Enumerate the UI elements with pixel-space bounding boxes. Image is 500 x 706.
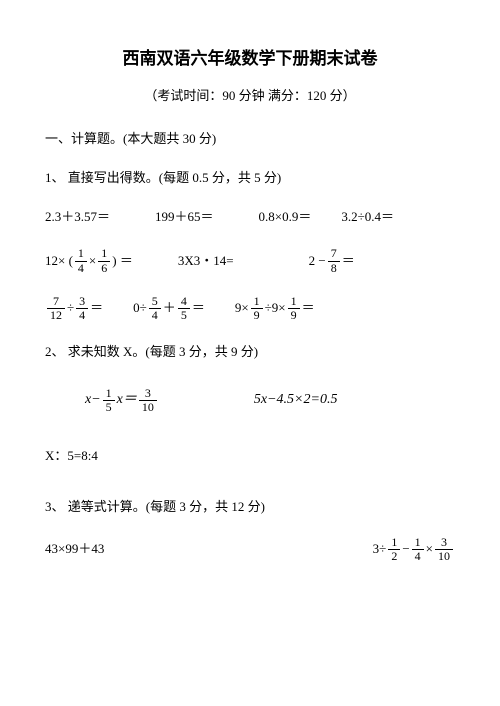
fraction-icon: 1 4 <box>412 536 424 563</box>
q1-r3-c-suffix: ＝ <box>302 298 315 319</box>
q1-r3-b-suffix: ＝ <box>192 298 205 319</box>
fraction-icon: 3 10 <box>435 536 453 563</box>
q1-r3-a-op: ÷ <box>67 298 74 319</box>
q1-r2-c-suffix: ＝ <box>342 251 355 272</box>
q1-r1-d: 3.2÷0.4＝ <box>341 207 394 228</box>
q1-r1-c: 0.8×0.9＝ <box>259 207 312 228</box>
q1-r1-a: 2.3＋3.57＝ <box>45 207 110 228</box>
q1-r2-suffix: ) ＝ <box>112 251 133 272</box>
q1-row3: 7 12 ÷ 3 4 ＝ 0÷ 5 4 ＋ 4 5 ＝ 9× 1 9 ÷9× 1… <box>45 295 455 322</box>
exam-subtitle: （考试时间：90 分钟 满分：120 分） <box>45 86 455 107</box>
q2-eq1-mid: x＝ <box>117 389 137 411</box>
fraction-icon: 1 9 <box>251 295 263 322</box>
q3-left: 43×99＋43 <box>45 539 104 560</box>
exam-title: 西南双语六年级数学下册期末试卷 <box>45 45 455 72</box>
q1-r3-b-op: ＋ <box>163 298 176 319</box>
q1-r3-c-prefix: 9× <box>235 298 249 319</box>
fraction-icon: 1 9 <box>288 295 300 322</box>
q2-header: 2、 求未知数 X。(每题 3 分，共 9 分) <box>45 342 455 363</box>
q1-r2-prefix: 12× ( <box>45 251 73 272</box>
fraction-icon: 1 6 <box>98 247 110 274</box>
q2-equations: x− 1 5 x＝ 3 10 5x−4.5×2=0.5 <box>85 387 455 414</box>
q3-row: 43×99＋43 3÷ 1 2 − 1 4 × 3 10 <box>45 536 455 563</box>
q1-r2-mid: × <box>89 251 96 272</box>
q1-r2-b: 3X3・14= <box>178 251 234 272</box>
q1-row1: 2.3＋3.57＝ 199＋65＝ 0.8×0.9＝ 3.2÷0.4＝ <box>45 207 455 228</box>
q2-eq3: X：5=8:4 <box>45 446 455 467</box>
q2-eq1-pre: x− <box>85 389 101 411</box>
fraction-icon: 5 4 <box>149 295 161 322</box>
q1-r2-c-prefix: 2 − <box>309 251 326 272</box>
fraction-icon: 1 5 <box>103 387 115 414</box>
q1-r1-b: 199＋65＝ <box>155 207 214 228</box>
q3-r-op1: − <box>402 539 409 560</box>
fraction-icon: 7 12 <box>47 295 65 322</box>
fraction-icon: 7 8 <box>328 247 340 274</box>
fraction-icon: 1 2 <box>388 536 400 563</box>
fraction-icon: 3 10 <box>139 387 157 414</box>
fraction-icon: 1 4 <box>75 247 87 274</box>
q3-header: 3、 递等式计算。(每题 3 分，共 12 分) <box>45 497 455 518</box>
q1-r3-a-suffix: ＝ <box>90 298 103 319</box>
fraction-icon: 3 4 <box>76 295 88 322</box>
q1-r3-c-op: ÷9× <box>265 298 286 319</box>
q3-right: 3÷ 1 2 − 1 4 × 3 10 <box>373 536 455 563</box>
q2-eq2: 5x−4.5×2=0.5 <box>254 389 338 411</box>
q3-r-op2: × <box>426 539 433 560</box>
q1-row2: 12× ( 1 4 × 1 6 ) ＝ 3X3・14= 2 − 7 8 ＝ <box>45 247 455 274</box>
q1-header: 1、 直接写出得数。(每题 0.5 分，共 5 分) <box>45 168 455 189</box>
q3-r-pre: 3÷ <box>373 539 387 560</box>
section-1-header: 一、计算题。(本大题共 30 分) <box>45 129 455 150</box>
fraction-icon: 4 5 <box>178 295 190 322</box>
q1-r3-b-prefix: 0÷ <box>133 298 147 319</box>
